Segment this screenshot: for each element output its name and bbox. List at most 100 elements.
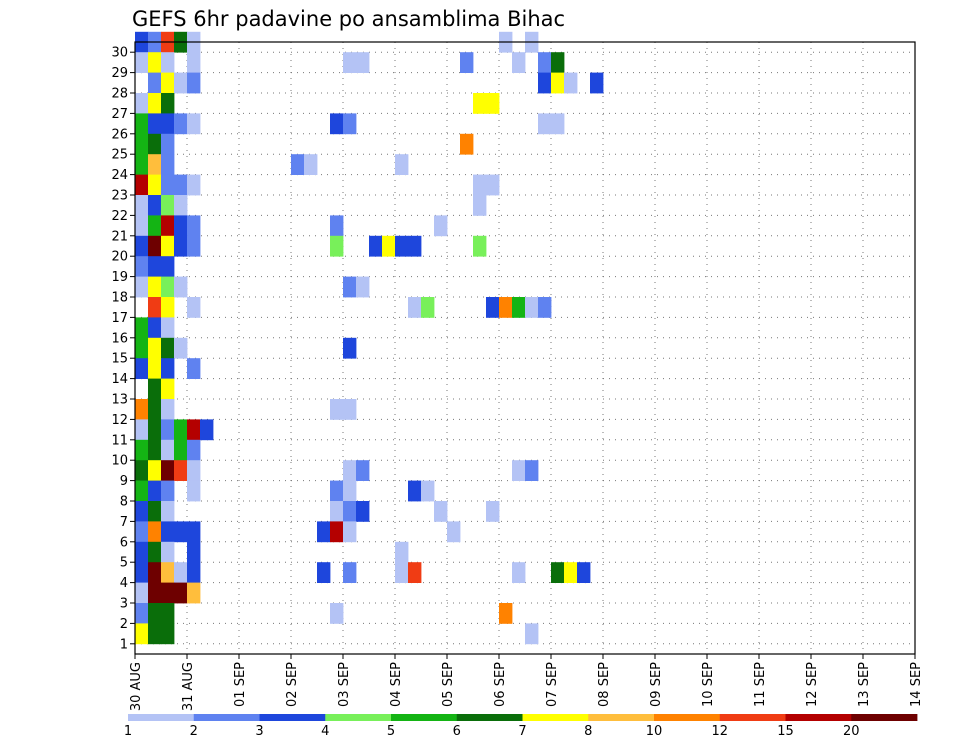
heatmap-cell [343,562,357,583]
legend-label: 15 [777,724,794,739]
heatmap-cell [148,399,162,420]
heatmap-cell [161,439,175,461]
y-tick-label: 27 [111,107,128,122]
heatmap-cell [135,623,149,645]
heatmap-cell [187,215,201,237]
heatmap-cell [200,419,214,441]
heatmap-cell [148,174,162,196]
heatmap-cell [135,215,149,237]
heatmap-cell [343,52,357,73]
y-tick-label: 10 [111,454,128,469]
heatmap-cell [135,419,149,441]
heatmap-cell [551,562,565,583]
heatmap-cell [187,174,201,196]
heatmap-cell [382,235,396,257]
heatmap-cell [174,174,188,196]
heatmap-cell [525,460,539,481]
heatmap-cell [408,235,422,257]
heatmap-cell [161,317,175,339]
heatmap-cell [330,399,344,420]
heatmap-cell [486,174,500,196]
heatmap-cell [148,276,162,298]
color-legend: 1 2 3 4 5 6 7 8 10 12 15 20 [124,714,918,739]
heatmap-cell [135,521,149,543]
heatmap-cell [499,297,513,318]
y-tick-label: 6 [120,535,128,550]
heatmap-cell [174,439,188,461]
x-tick-label: 01 SEP [233,662,248,707]
heatmap-cell [343,113,357,135]
heatmap-cell [187,480,201,502]
y-tick-label: 8 [120,495,128,510]
heatmap-cell [161,358,175,379]
heatmap-cell [148,52,162,73]
legend-label: 4 [321,724,329,739]
heatmap-cell [135,317,149,339]
heatmap-cell [187,297,201,318]
heatmap-cell [148,521,162,543]
heatmap-cell [395,154,409,175]
y-tick-label: 3 [120,597,128,612]
heatmap-cell [148,297,162,318]
heatmap-cell [161,623,175,645]
y-tick-label: 28 [111,87,128,102]
heatmap-cell [343,480,357,502]
heatmap-cell [590,72,604,94]
heatmap-cell [317,521,331,543]
x-tick-label: 14 SEP [909,662,924,707]
heatmap-cell [161,541,175,563]
x-tick-label: 02 SEP [285,662,300,707]
heatmap-cell [148,133,162,155]
y-tick-label: 30 [111,46,128,61]
x-tick-label: 04 SEP [389,662,404,707]
heatmap-cell [421,480,435,502]
heatmap-cell [512,562,526,583]
heatmap-cell [148,419,162,441]
y-tick-label: 17 [111,311,128,326]
heatmap-cell [291,154,305,175]
x-tick-label: 10 SEP [701,662,716,707]
heatmap-cell [135,399,149,420]
heatmap-cell [161,235,175,257]
heatmap-cell [460,52,474,73]
y-tick-label: 23 [111,189,128,204]
heatmap-cell [161,215,175,237]
heatmap-cell [408,480,422,502]
heatmap-cell [148,195,162,216]
heatmap-cell [356,52,370,73]
heatmap-cell [148,480,162,502]
heatmap-cell [161,52,175,73]
y-tick-label: 26 [111,127,128,142]
heatmap-cell [148,215,162,237]
y-tick-label: 16 [111,331,128,346]
legend-label: 7 [518,724,526,739]
heatmap-cell [174,562,188,583]
legend-label: 6 [453,724,461,739]
heatmap-cell [135,480,149,502]
heatmap-cell [187,582,201,604]
heatmap-cell [161,501,175,522]
heatmap-cell [135,582,149,604]
heatmap-cell [187,113,201,135]
legend-swatch [325,714,392,721]
heatmap-cell [564,562,578,583]
legend-swatch [391,714,458,721]
heatmap-cell [330,480,344,502]
heatmap-cell [395,235,409,257]
heatmap-cell [551,72,565,94]
heatmap-cell [356,460,370,481]
heatmap-cell [330,113,344,135]
heatmap-cell [174,215,188,237]
heatmap-cell [161,582,175,604]
heatmap-cell [161,480,175,502]
heatmap-cell [447,521,461,543]
heatmap-cell [161,154,175,175]
heatmap-cell [135,276,149,298]
heatmap-cell [135,337,149,359]
heatmap-cell [187,72,201,94]
heatmap-cell [161,337,175,359]
heatmap-cell [174,235,188,257]
heatmap-cell [161,133,175,155]
heatmap-cell [135,460,149,481]
